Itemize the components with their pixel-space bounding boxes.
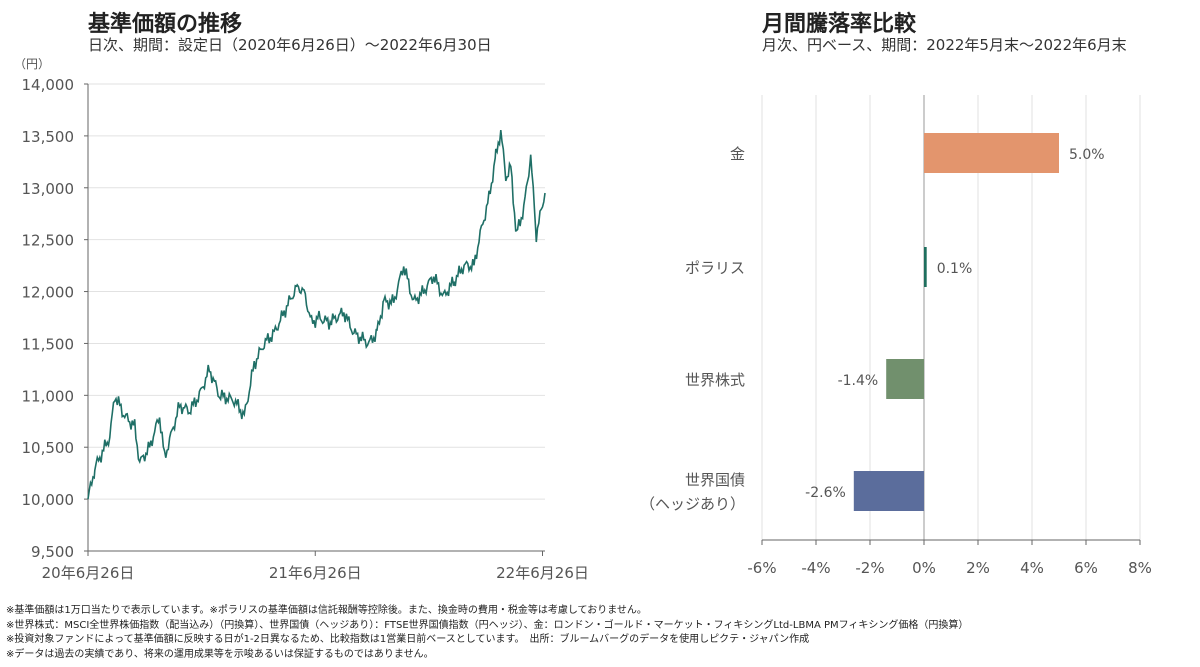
footnote: ※基準価額は1万口当たりで表示しています。※ポラリスの基準価額は信託報酬等控除後… — [6, 605, 647, 616]
footnotes: ※基準価額は1万口当たりで表示しています。※ポラリスの基準価額は信託報酬等控除後… — [6, 604, 968, 662]
footnote: ※投資対象ファンドによって基準価額に反映する日が1-2日異なるため、比較指数は1… — [6, 634, 810, 645]
y-tick-label: 13,000 — [22, 180, 75, 198]
bar-value-label: -1.4% — [838, 373, 879, 389]
x-tick-label: 6% — [1074, 559, 1098, 577]
y-tick-label: 11,000 — [22, 387, 75, 405]
bar — [853, 471, 924, 511]
x-tick-label: 22年6月26日 — [496, 564, 589, 582]
x-tick-label: -2% — [855, 559, 884, 577]
x-tick-label: 4% — [1020, 559, 1044, 577]
y-tick-label: 12,500 — [22, 232, 75, 250]
y-tick-label: 10,500 — [22, 439, 75, 457]
footnote: ※世界株式：MSCI全世界株価指数（配当込み）（円換算）、世界国債（ヘッジあり）… — [6, 619, 969, 631]
charts-canvas: （円） 9,500 10,000 10,500 11,000 11,500 12,000 12… — [14, 57, 1152, 582]
y-axis-unit: （円） — [14, 57, 50, 71]
bar — [924, 247, 927, 287]
x-tick-label: 8% — [1128, 559, 1152, 577]
nav-line — [87, 130, 546, 500]
y-tick-label: 14,000 — [22, 76, 75, 94]
y-tick-label: 12,000 — [22, 284, 75, 302]
category-label: 金 — [730, 145, 745, 163]
line-chart-title: 基準価額の推移 — [88, 12, 243, 37]
footnote: ※データは過去の実績であり、将来の運用成果等を示唆あるいは保証するものではありま… — [6, 648, 434, 660]
bar — [886, 359, 924, 399]
bar-value-label: -2.6% — [805, 485, 846, 501]
category-label: 世界株式 — [685, 371, 745, 389]
bar-value-label: 5.0% — [1069, 147, 1105, 163]
x-tick-label: 0% — [912, 559, 936, 577]
y-tick-label: 11,500 — [22, 335, 75, 353]
y-tick-label: 10,000 — [22, 491, 75, 509]
bar-chart-title: 月間騰落率比較 — [762, 12, 917, 37]
category-label: ポラリス — [685, 259, 745, 277]
bar-chart-subtitle: 月次、円ベース、期間：2022年5月末～2022年6月末 — [762, 36, 1127, 54]
y-tick-label: 13,500 — [22, 128, 75, 146]
y-tick-label: 9,500 — [31, 543, 74, 561]
x-tick-label: -6% — [747, 559, 776, 577]
x-tick-label: -4% — [801, 559, 830, 577]
x-tick-label: 2% — [966, 559, 990, 577]
category-label: （ヘッジあり） — [640, 495, 745, 513]
bar-value-label: 0.1% — [937, 261, 973, 277]
x-tick-label: 21年6月26日 — [269, 564, 362, 582]
category-label: 世界国債 — [685, 471, 745, 489]
line-chart-subtitle: 日次、期間：設定日（2020年6月26日）～2022年6月30日 — [88, 36, 492, 54]
x-tick-label: 20年6月26日 — [42, 564, 135, 582]
bar — [924, 133, 1059, 173]
